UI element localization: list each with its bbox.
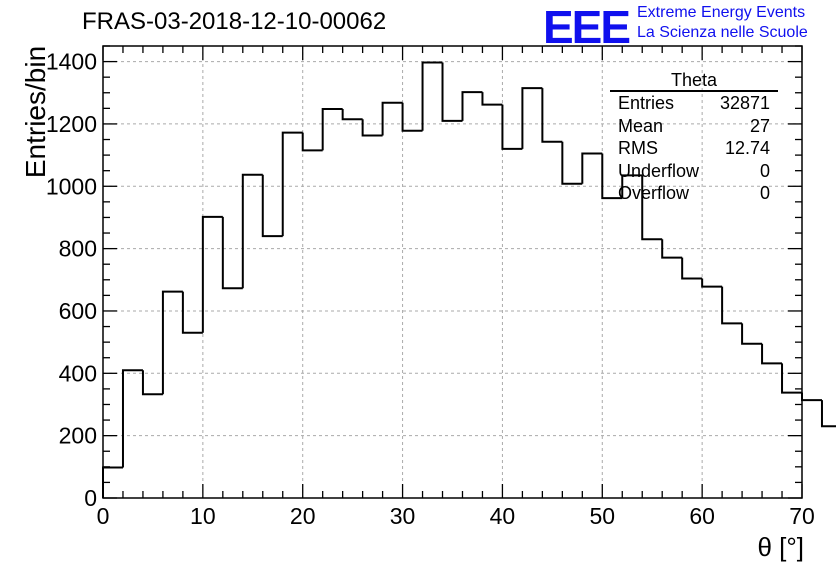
y-tick-label: 1000 <box>46 173 97 199</box>
histogram-bin <box>641 175 663 241</box>
y-axis-label: Entries/bin <box>20 45 51 179</box>
stats-title: Theta <box>610 70 778 92</box>
histogram-bin <box>741 323 763 345</box>
stats-label: Underflow <box>618 160 700 181</box>
histogram-bin <box>381 101 403 136</box>
x-tick-label: 60 <box>689 503 715 529</box>
x-tick-label: 40 <box>490 503 516 529</box>
histogram-bin <box>541 88 563 143</box>
y-tick-label: 1400 <box>46 49 97 75</box>
chart-title: FRAS-03-2018-12-10-00062 <box>82 8 387 35</box>
tick-labels: 0 10 20 30 40 50 60 70 0 200 400 600 800 1000 1200 1400 <box>46 49 815 529</box>
y-tick-label: 0 <box>84 485 97 511</box>
histogram-bin <box>121 369 143 468</box>
x-tick-label: 70 <box>789 503 815 529</box>
stats-value: 0 <box>759 183 770 203</box>
plot-frame <box>102 45 803 499</box>
histogram-bin <box>781 363 802 394</box>
stats-label: Entries <box>618 93 675 113</box>
stats-row-entries: Entries 32871 <box>610 92 778 115</box>
stats-value: 27 <box>749 115 770 136</box>
stats-row-overflow: Overflow 0 <box>610 182 778 205</box>
x-tick-label: 50 <box>589 503 615 529</box>
stats-value: 32871 <box>719 93 770 113</box>
stats-label: RMS <box>618 138 658 158</box>
histogram-bin <box>501 104 523 150</box>
y-tick-label: 600 <box>59 298 97 324</box>
x-tick-label: 10 <box>190 503 216 529</box>
y-tick-label: 800 <box>59 236 97 262</box>
histogram-bin <box>461 91 483 121</box>
x-axis-label: θ [°] <box>757 532 804 562</box>
histogram-bin <box>581 152 603 184</box>
histogram-bin <box>161 290 183 395</box>
eee-logo: EEE <box>543 1 631 53</box>
axes <box>102 45 803 499</box>
histogram-bin <box>701 278 723 288</box>
histogram-bin <box>281 131 303 237</box>
stats-row-rms: RMS 12.74 <box>610 137 778 160</box>
histogram-bin <box>481 92 503 106</box>
histogram-bin <box>401 102 423 132</box>
histogram-bin <box>761 343 783 365</box>
histogram-bin <box>241 173 263 289</box>
histogram-bin <box>301 132 323 152</box>
y-tick-label: 200 <box>59 423 97 449</box>
x-tick-label: 30 <box>390 503 416 529</box>
histogram-bin <box>820 400 836 428</box>
histogram-bin <box>421 61 443 131</box>
histogram-bin <box>621 174 643 199</box>
stats-row-mean: Mean 27 <box>610 115 778 138</box>
x-tick-label: 20 <box>290 503 316 529</box>
histogram-bin <box>201 215 223 333</box>
histogram-bin <box>601 153 623 200</box>
histogram-bin <box>361 119 383 137</box>
histogram-series <box>102 61 836 498</box>
histogram-bin <box>801 392 822 402</box>
histogram-bin <box>261 174 283 238</box>
histogram-bin <box>221 216 243 290</box>
stats-value: 12.74 <box>724 138 770 158</box>
stats-value: 0 <box>759 160 770 181</box>
histogram-bin <box>141 370 163 396</box>
histogram-bin <box>661 239 683 259</box>
y-tick-label: 400 <box>59 360 97 386</box>
histogram-bin <box>181 291 203 334</box>
histogram-bin <box>721 286 743 325</box>
grid-lines <box>103 46 802 498</box>
y-tick-label: 1200 <box>46 111 97 137</box>
histogram-bin <box>441 62 463 122</box>
stats-label: Overflow <box>618 183 690 203</box>
logo-text-line1: Extreme Energy Events <box>637 4 806 21</box>
stats-label: Mean <box>618 115 664 136</box>
x-tick-label: 0 <box>97 503 110 529</box>
stats-box: Theta Entries 32871 Mean 27 RMS 12.74 Un… <box>610 70 778 205</box>
histogram-bin <box>321 107 343 151</box>
histogram-bin <box>561 141 583 185</box>
histogram-bin <box>681 257 703 280</box>
stats-row-underflow: Underflow 0 <box>610 160 778 183</box>
logo-text-line2: La Scienza nelle Scuole <box>637 24 808 41</box>
histogram-bin <box>341 108 363 121</box>
histogram-bin <box>521 87 543 149</box>
